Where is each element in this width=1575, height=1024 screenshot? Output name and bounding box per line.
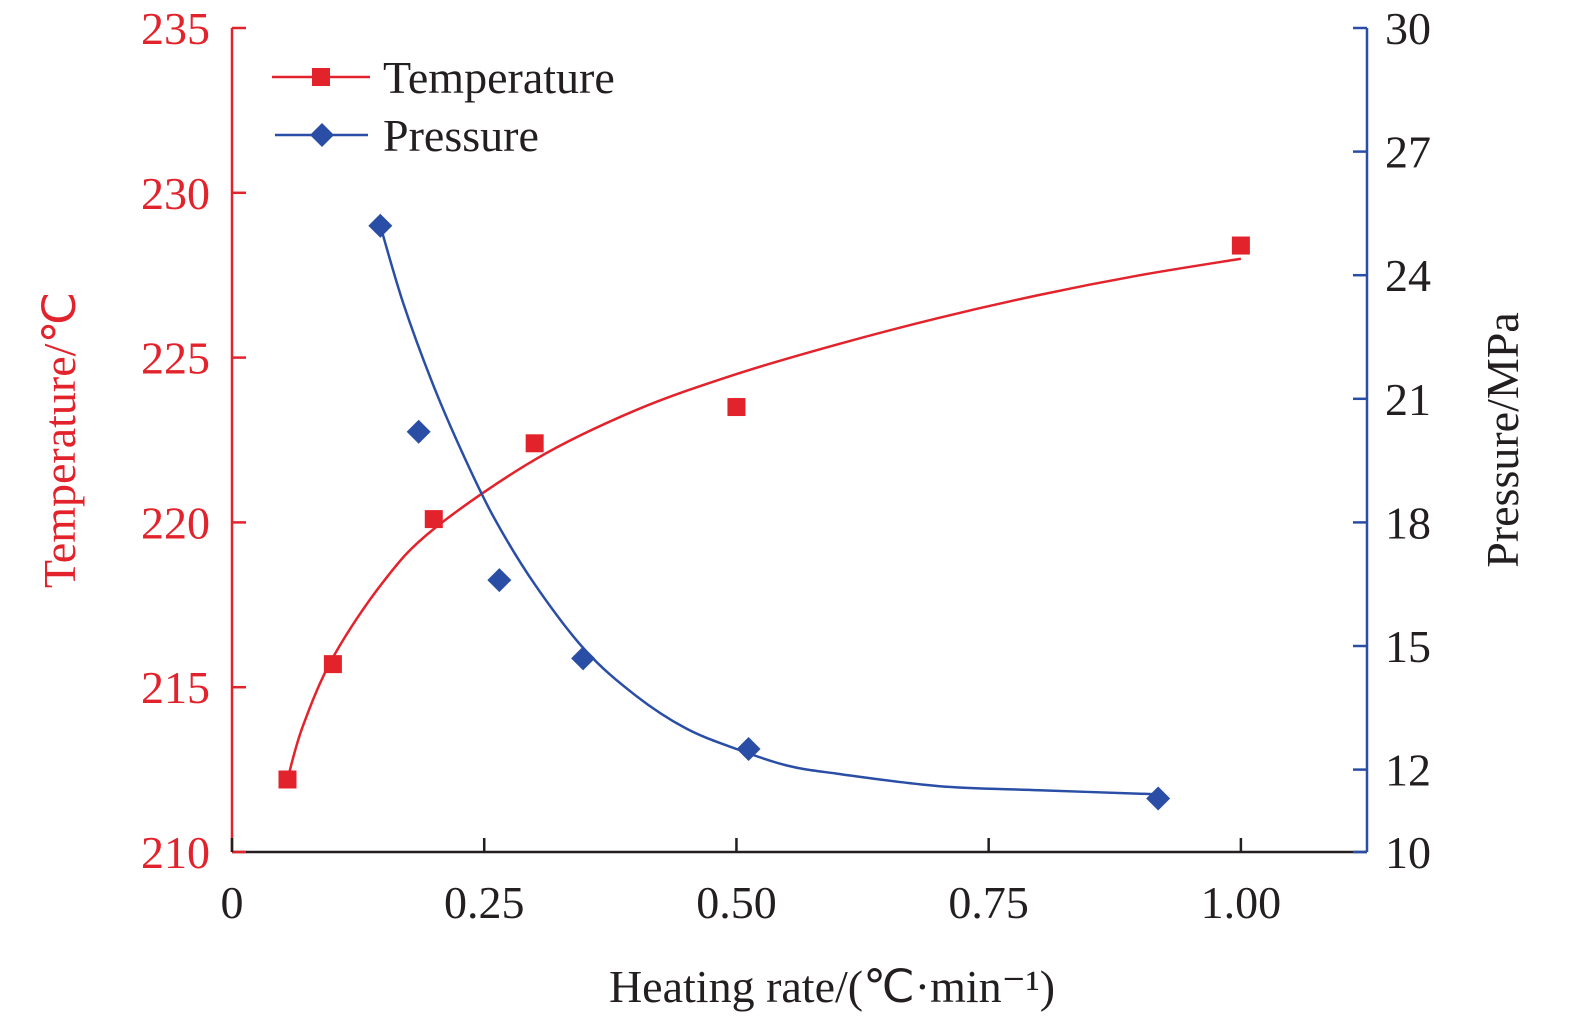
data-point-temperature	[1231, 236, 1250, 255]
fit-line-pressure	[379, 225, 1159, 796]
x-tick-label: 0.25	[444, 877, 525, 928]
data-point-pressure	[406, 419, 431, 444]
ticks: 210 215 220 225 230 235 10 12 15 18 21 24 27 30 0 0.25 0…	[141, 3, 1431, 928]
data-point-temperature	[424, 510, 443, 529]
y-left-tick-label: 230	[141, 168, 210, 219]
legend-item-temperature: Temperature	[272, 52, 615, 103]
y-right-tick-label: 27	[1385, 127, 1431, 178]
y-left-tick-label: 225	[141, 333, 210, 384]
x-tick-label: 1.00	[1201, 877, 1282, 928]
data-point-pressure	[571, 646, 596, 671]
y-right-tick-label: 21	[1385, 374, 1431, 425]
x-tick-label: 0.75	[948, 877, 1029, 928]
x-axis-title: Heating rate/(℃·min⁻¹)	[609, 961, 1055, 1012]
series-layer	[278, 213, 1250, 811]
data-point-pressure	[1146, 786, 1171, 811]
data-point-temperature	[727, 398, 746, 417]
y-left-tick-label: 210	[141, 827, 210, 878]
x-tick-label: 0.50	[696, 877, 777, 928]
legend-label-temperature: Temperature	[383, 52, 615, 103]
y-right-tick-label: 12	[1385, 745, 1431, 796]
legend-item-pressure: Pressure	[275, 110, 539, 161]
data-point-temperature	[525, 434, 544, 453]
data-point-temperature	[323, 655, 342, 674]
y-left-tick-label: 235	[141, 3, 210, 54]
fit-line-temperature	[286, 257, 1242, 780]
y-right-tick-label: 18	[1385, 497, 1431, 548]
y-right-tick-label: 15	[1385, 621, 1431, 672]
axes	[230, 28, 1369, 854]
y-left-tick-label: 220	[141, 497, 210, 548]
y-axis-left-title: Temperature/℃	[34, 292, 85, 588]
legend-label-pressure: Pressure	[383, 110, 539, 161]
y-right-tick-label: 10	[1385, 827, 1431, 878]
legend-marker-pressure	[310, 123, 334, 147]
x-tick-label: 0	[221, 877, 244, 928]
y-left-tick-label: 215	[141, 662, 210, 713]
data-point-temperature	[278, 770, 297, 789]
legend: Temperature Pressure	[272, 52, 615, 161]
y-right-tick-label: 24	[1385, 250, 1431, 301]
series-pressure	[368, 213, 1171, 811]
data-point-pressure	[487, 568, 512, 593]
legend-marker-temperature	[312, 68, 330, 86]
data-point-pressure	[368, 213, 393, 238]
data-point-pressure	[736, 737, 761, 761]
series-temperature	[278, 236, 1250, 789]
y-right-tick-label: 30	[1385, 3, 1431, 54]
y-axis-right-title: Pressure/MPa	[1477, 312, 1528, 568]
